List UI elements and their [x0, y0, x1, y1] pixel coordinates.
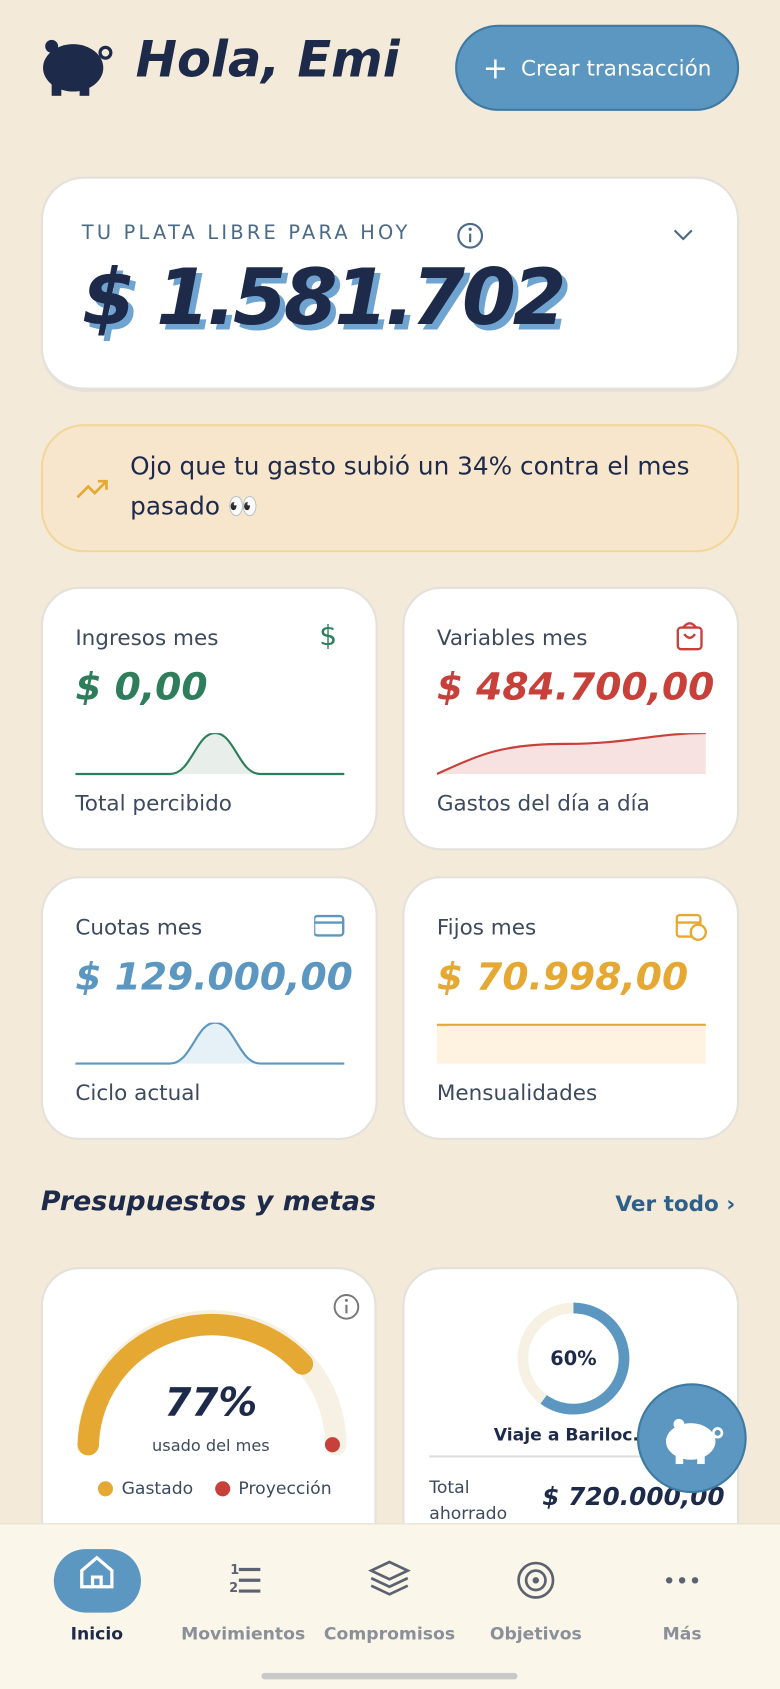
svg-text:2: 2 [229, 1581, 238, 1596]
divider [429, 1455, 716, 1458]
sparkline [75, 733, 345, 776]
info-icon[interactable] [456, 222, 484, 250]
see-all-label: Ver todo [615, 1190, 719, 1217]
card-amount: $ 484.700,00 [436, 666, 715, 710]
see-all[interactable]: Ver todo › [615, 1190, 736, 1217]
trend-icon [76, 479, 108, 499]
create-button-label: Crear transacción [520, 54, 712, 81]
card-caption: Mensualidades [436, 1079, 598, 1106]
home-indicator [261, 1672, 518, 1680]
nav-item[interactable]: Inicio [70, 1623, 124, 1644]
gauge-caption: usado del mes [152, 1436, 270, 1456]
card-icon [676, 622, 703, 651]
card-caption: Ciclo actual [75, 1079, 201, 1106]
nav-item[interactable]: Movimientos [181, 1623, 306, 1644]
summary-card[interactable]: Variables mes $ 484.700,00 Gastos del dí… [402, 586, 740, 851]
nav-item[interactable]: Más [662, 1623, 702, 1644]
nav-item[interactable]: Objetivos [489, 1623, 582, 1644]
card-caption: Total percibido [75, 790, 232, 816]
card-icon: $ [319, 621, 337, 652]
gauge [77, 1294, 360, 1456]
balance-amount: $ 1.581.702 [81, 251, 567, 343]
card-title: Fijos mes [436, 913, 537, 940]
create-button[interactable]: + Crear transacción [455, 24, 740, 111]
card-amount: $ 0,00 [75, 666, 208, 710]
legend-label: Proyección [238, 1478, 332, 1499]
legend: Gastado Proyección [97, 1478, 332, 1499]
svg-text:$: $ [319, 621, 337, 652]
card-title: Ingresos mes [75, 624, 219, 651]
sparkline [75, 1022, 345, 1065]
card-title: Variables mes [436, 624, 588, 651]
svg-text:1: 1 [230, 1563, 239, 1578]
balance-label: TU PLATA LIBRE PARA HOY [81, 221, 411, 245]
goal-total-label: Total ahorrado [429, 1476, 508, 1524]
logo-pig [43, 39, 113, 96]
card-icon [314, 914, 345, 937]
summary-card[interactable]: Cuotas mes $ 129.000,00 Ciclo actual [40, 876, 378, 1141]
gauge-percent: 77% [164, 1381, 258, 1426]
nav-item[interactable]: Compromisos [323, 1623, 456, 1644]
fab[interactable] [636, 1383, 747, 1494]
card-amount: $ 129.000,00 [75, 955, 353, 999]
alert-text: Ojo que tu gasto subió un 34% contra el … [130, 453, 690, 522]
balance-card[interactable]: TU PLATA LIBRE PARA HOY $ 1.581.702 [40, 176, 740, 392]
goal-name: Viaje a Bariloc... [493, 1424, 653, 1445]
fab-icon [665, 1418, 724, 1465]
summary-card[interactable]: Ingresos mes $ $ 0,00 Total percibido [40, 586, 378, 851]
chevron-down[interactable] [671, 226, 695, 243]
card-caption: Gastos del día a día [436, 790, 650, 816]
card-icon [675, 913, 707, 941]
goal-donut [517, 1302, 630, 1415]
sparkline [436, 733, 706, 775]
card-title: Cuotas mes [75, 913, 203, 940]
greeting: Hola, Emi [135, 30, 400, 89]
sparkline [436, 1023, 706, 1064]
legend-label: Gastado [121, 1478, 194, 1499]
section-title: Presupuestos y metas [40, 1185, 376, 1217]
nav-icons: 12 [80, 1555, 699, 1599]
goal-percent: 60% [550, 1347, 597, 1371]
summary-card[interactable]: Fijos mes $ 70.998,00 Mensualidades [402, 876, 740, 1141]
card-amount: $ 70.998,00 [436, 955, 689, 999]
alert-banner: Ojo que tu gasto subió un 34% contra el … [40, 424, 740, 553]
